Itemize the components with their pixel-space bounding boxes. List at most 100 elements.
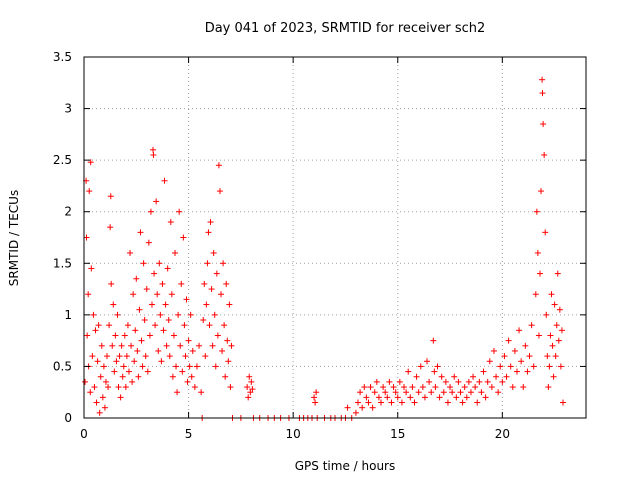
data-point xyxy=(380,384,387,391)
data-point xyxy=(146,332,153,339)
chart-title: Day 041 of 2023, SRMTID for receiver sch… xyxy=(205,21,486,36)
data-point xyxy=(150,146,157,153)
data-point xyxy=(476,378,483,385)
data-point xyxy=(417,363,424,370)
data-point xyxy=(159,280,166,287)
data-point xyxy=(384,394,391,401)
data-point xyxy=(129,378,136,385)
data-point xyxy=(459,399,466,406)
data-point xyxy=(122,384,129,391)
data-point xyxy=(147,208,154,215)
data-point xyxy=(546,363,553,370)
data-point xyxy=(173,363,180,370)
data-point xyxy=(520,384,527,391)
data-point xyxy=(392,389,399,396)
data-point xyxy=(89,353,96,360)
data-point xyxy=(127,249,134,256)
data-point xyxy=(542,229,549,236)
data-point xyxy=(538,188,545,195)
data-point xyxy=(106,322,113,329)
data-point xyxy=(409,384,416,391)
data-point xyxy=(186,363,193,370)
data-point xyxy=(137,229,144,236)
data-point xyxy=(224,337,231,344)
data-point xyxy=(247,389,254,396)
data-point xyxy=(201,280,208,287)
data-point xyxy=(135,373,142,380)
data-point xyxy=(85,291,92,298)
axis-ticks xyxy=(83,56,586,419)
data-point xyxy=(88,265,95,272)
data-point xyxy=(484,378,491,385)
data-point xyxy=(95,322,102,329)
data-point xyxy=(175,311,182,318)
data-point xyxy=(511,347,518,354)
data-point xyxy=(220,260,227,267)
x-tick-label: 0 xyxy=(80,427,88,441)
data-point xyxy=(533,208,540,215)
data-point xyxy=(119,373,126,380)
data-point xyxy=(93,399,100,406)
data-point xyxy=(141,317,148,324)
data-point xyxy=(109,342,116,349)
data-point xyxy=(415,389,422,396)
data-point xyxy=(116,353,123,360)
data-point xyxy=(128,342,135,349)
data-point xyxy=(555,337,562,344)
data-point xyxy=(436,394,443,401)
data-point xyxy=(183,296,190,303)
data-point xyxy=(227,384,234,391)
y-tick-label: 0 xyxy=(64,411,72,425)
data-point xyxy=(352,409,359,416)
data-point xyxy=(169,373,176,380)
data-point xyxy=(115,384,122,391)
data-point xyxy=(543,311,550,318)
data-point xyxy=(442,378,449,385)
data-point xyxy=(166,353,173,360)
data-point xyxy=(110,301,117,308)
data-point xyxy=(388,399,395,406)
data-point xyxy=(248,378,255,385)
data-point xyxy=(363,394,370,401)
data-point xyxy=(541,151,548,158)
data-point xyxy=(551,301,558,308)
data-point xyxy=(92,327,99,334)
data-point xyxy=(131,358,138,365)
data-point xyxy=(375,394,382,401)
data-point xyxy=(200,317,207,324)
data-point xyxy=(522,342,529,349)
data-point xyxy=(424,358,431,365)
data-point xyxy=(118,342,125,349)
data-point xyxy=(386,378,393,385)
data-point xyxy=(532,291,539,298)
data-point xyxy=(164,265,171,272)
data-point xyxy=(444,399,451,406)
data-point xyxy=(171,249,178,256)
data-point xyxy=(559,399,566,406)
data-point xyxy=(130,291,137,298)
x-tick-labels: 0 5 10 15 20 xyxy=(80,427,510,441)
data-point xyxy=(117,394,124,401)
data-point xyxy=(107,193,114,200)
data-point xyxy=(196,342,203,349)
data-point xyxy=(535,332,542,339)
data-point xyxy=(359,404,366,411)
data-point xyxy=(210,249,217,256)
data-point xyxy=(165,317,172,324)
data-point xyxy=(155,347,162,354)
x-axis-label: GPS time / hours xyxy=(295,459,396,473)
data-point xyxy=(228,342,235,349)
data-point xyxy=(244,384,251,391)
data-point xyxy=(203,301,210,308)
data-point xyxy=(472,384,479,391)
data-point xyxy=(407,394,414,401)
data-point xyxy=(245,394,252,401)
data-point xyxy=(480,368,487,375)
data-point xyxy=(486,358,493,365)
data-point xyxy=(211,311,218,318)
data-point xyxy=(421,394,428,401)
y-tick-label: 0.5 xyxy=(53,359,72,373)
data-point xyxy=(507,363,514,370)
data-point xyxy=(490,347,497,354)
